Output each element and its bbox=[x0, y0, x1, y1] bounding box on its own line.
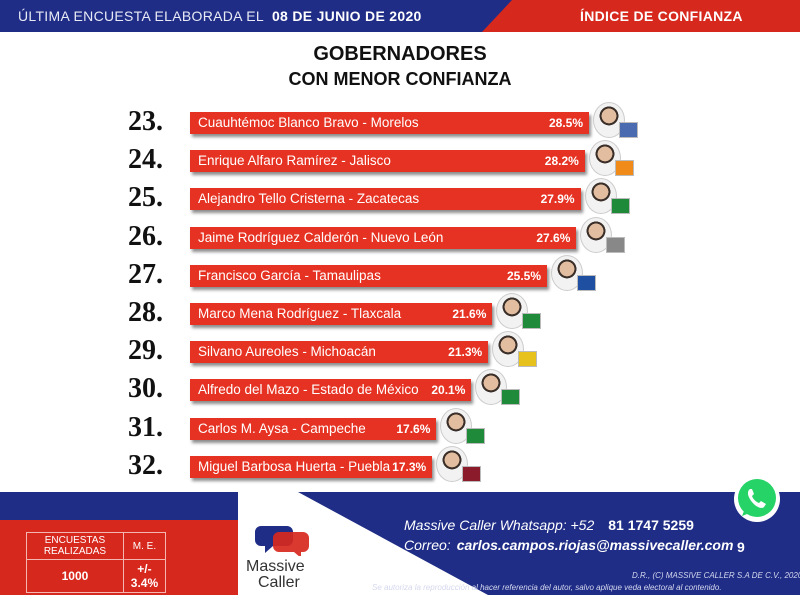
rank-number: 28. bbox=[128, 297, 163, 328]
data-label: 21.6% bbox=[452, 307, 487, 321]
page-number: 9 bbox=[737, 539, 745, 555]
bar: Carlos M. Aysa - Campeche 17.6% bbox=[190, 417, 437, 440]
governor-photo bbox=[475, 369, 508, 406]
rank-number: 25. bbox=[128, 182, 163, 214]
party-logo bbox=[522, 313, 542, 329]
bar-label: Marco Mena Rodríguez - Tlaxcala bbox=[198, 306, 402, 321]
party-logo bbox=[610, 198, 630, 215]
data-label: 25.5% bbox=[506, 268, 541, 283]
data-label: 17.3% bbox=[392, 459, 427, 474]
logo-text-caller: Caller bbox=[258, 574, 300, 591]
party-logo bbox=[501, 389, 521, 406]
data-label: 27.6% bbox=[536, 230, 571, 245]
data-label: 28.2% bbox=[544, 154, 579, 169]
bar: Enrique Alfaro Ramírez - Jalisco 28.2% bbox=[190, 150, 585, 173]
bar-label: Jaime Rodríguez Calderón - Nuevo León bbox=[198, 229, 444, 245]
whatsapp-contact: Massive Caller Whatsapp: +52 81 1747 5259 bbox=[404, 517, 694, 533]
stats-header-surveys: ENCUESTAS REALIZADAS bbox=[26, 532, 124, 560]
massive-caller-logo bbox=[255, 526, 309, 556]
bar: Francisco García - Tamaulipas 25.5% bbox=[190, 264, 547, 287]
survey-date-label: ÚLTIMA ENCUESTA ELABORADA EL 08 DE JUNIO … bbox=[18, 8, 422, 24]
governor-photo bbox=[492, 331, 525, 368]
data-label: 21.3% bbox=[448, 345, 483, 360]
rank-number: 23. bbox=[128, 106, 163, 137]
party-logo bbox=[606, 236, 626, 253]
rank-number: 24. bbox=[128, 144, 163, 176]
party-logo bbox=[466, 427, 486, 444]
bar: Alejandro Tello Cristerna - Zacatecas 27.… bbox=[190, 188, 581, 211]
rank-number: 27. bbox=[128, 258, 163, 290]
chart-subtitle: CON MENOR CONFIANZA bbox=[288, 69, 512, 89]
bar-label: Cuauhtémoc Blanco Bravo - Morelos bbox=[198, 115, 419, 130]
bar: Cuauhtémoc Blanco Bravo - Morelos 28.5% bbox=[190, 112, 589, 134]
email-address[interactable]: carlos.campos.riojas@massivecaller.com bbox=[456, 537, 734, 553]
rank-number: 32. bbox=[128, 449, 163, 481]
bar-label: Miguel Barbosa Huerta - Puebla bbox=[198, 458, 391, 474]
bar: Silvano Aureoles - Michoacán 21.3% bbox=[190, 341, 489, 364]
whatsapp-number: 81 1747 5259 bbox=[608, 517, 694, 533]
data-label: 27.9% bbox=[540, 192, 575, 207]
stats-header-margin: M. E. bbox=[122, 532, 167, 560]
copyright-text: D.R., (C) MASSIVE CALLER S.A DE C.V., 20… bbox=[632, 571, 800, 580]
bar-label: Carlos M. Aysa - Campeche bbox=[198, 420, 366, 436]
rank-number: 29. bbox=[128, 335, 163, 367]
bar: Miguel Barbosa Huerta - Puebla 17.3% bbox=[190, 455, 433, 478]
data-label: 28.5% bbox=[548, 116, 583, 130]
governor-photo bbox=[496, 293, 529, 329]
stats-value-margin: +/- 3.4% bbox=[122, 559, 167, 593]
email-contact: Correo: carlos.campos.riojas@massivecalle… bbox=[404, 537, 734, 553]
stats-value-surveys: 1000 bbox=[26, 559, 124, 593]
whatsapp-icon[interactable] bbox=[732, 474, 782, 524]
header-bar: ÚLTIMA ENCUESTA ELABORADA EL 08 DE JUNIO … bbox=[0, 0, 800, 32]
party-logo bbox=[518, 351, 538, 368]
bar: Marco Mena Rodríguez - Tlaxcala 21.6% bbox=[190, 303, 493, 325]
section-title: ÍNDICE DE CONFIANZA bbox=[580, 8, 743, 24]
survey-stats-table: ENCUESTAS REALIZADAS M. E. 1000 +/- 3.4% bbox=[26, 532, 167, 593]
governor-photo bbox=[588, 140, 621, 177]
bar: Alfredo del Mazo - Estado de México 20.1% bbox=[190, 379, 472, 402]
rank-number: 31. bbox=[128, 411, 163, 443]
disclaimer-text: Se autoriza la reproducción al hacer ref… bbox=[372, 583, 722, 592]
rank-number: 26. bbox=[128, 220, 163, 252]
bar-label: Enrique Alfaro Ramírez - Jalisco bbox=[198, 153, 391, 169]
header-red-tab bbox=[482, 0, 800, 32]
party-logo bbox=[619, 122, 638, 138]
bar-label: Alejandro Tello Cristerna - Zacatecas bbox=[198, 191, 420, 207]
bar: Jaime Rodríguez Calderón - Nuevo León 27.… bbox=[190, 226, 577, 249]
bar-label: Alfredo del Mazo - Estado de México bbox=[198, 382, 419, 398]
party-logo bbox=[577, 274, 596, 291]
party-logo bbox=[462, 465, 482, 482]
chart-title: GOBERNADORES bbox=[313, 43, 487, 65]
bar-label: Francisco García - Tamaulipas bbox=[198, 267, 381, 283]
rank-number: 30. bbox=[128, 373, 163, 405]
survey-date: 08 DE JUNIO DE 2020 bbox=[271, 8, 422, 24]
data-label: 17.6% bbox=[396, 421, 431, 436]
data-label: 20.1% bbox=[431, 383, 466, 398]
logo-text-massive: Massive bbox=[246, 558, 305, 575]
party-logo bbox=[614, 160, 634, 177]
bar-label: Silvano Aureoles - Michoacán bbox=[198, 344, 376, 360]
